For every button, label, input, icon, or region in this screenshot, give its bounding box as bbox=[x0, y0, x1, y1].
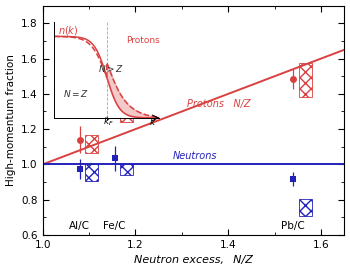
Text: Fe/C: Fe/C bbox=[103, 221, 126, 231]
Text: Neutrons: Neutrons bbox=[173, 150, 217, 160]
Bar bbox=[120, 163, 133, 175]
Bar bbox=[299, 63, 312, 97]
Y-axis label: High-momentum fraction: High-momentum fraction bbox=[6, 54, 15, 186]
Text: $n(k)$: $n(k)$ bbox=[58, 24, 79, 37]
Bar bbox=[85, 135, 98, 153]
Text: Protons   N/Z: Protons N/Z bbox=[187, 99, 251, 109]
Bar bbox=[120, 109, 133, 122]
Bar bbox=[85, 163, 98, 181]
Text: $N = Z$: $N = Z$ bbox=[63, 88, 89, 99]
Text: Pb/C: Pb/C bbox=[281, 221, 305, 231]
Text: Protons: Protons bbox=[126, 36, 159, 45]
Bar bbox=[299, 199, 312, 217]
Text: $k$: $k$ bbox=[149, 116, 156, 127]
Text: Al/C: Al/C bbox=[69, 221, 90, 231]
Text: $k_F$: $k_F$ bbox=[103, 116, 113, 128]
X-axis label: Neutron excess,  N/Z: Neutron excess, N/Z bbox=[134, 256, 253, 265]
Text: $N > Z$: $N > Z$ bbox=[98, 63, 125, 74]
